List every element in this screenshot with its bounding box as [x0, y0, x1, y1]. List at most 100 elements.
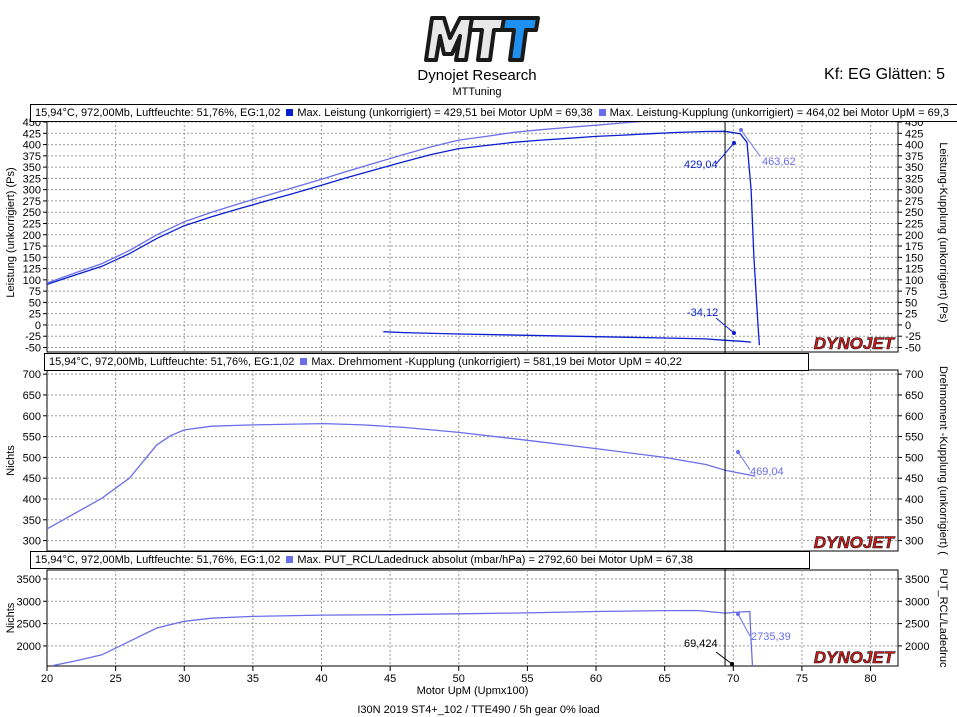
y-tick-label-right: 100: [905, 275, 923, 287]
y-tick-label-right: 200: [905, 230, 923, 242]
y-tick-label: 500: [23, 452, 41, 464]
legend-swatch-torque: [300, 358, 308, 365]
y-tick-label: 300: [23, 536, 41, 548]
y-axis-label-right: Drehmoment -Kupplung (unkorrigiert) (: [937, 366, 949, 555]
dynojet-watermark: DYNOJET: [814, 334, 896, 353]
value-annotation: 2735,39: [751, 631, 791, 643]
annotation-arrow: [737, 451, 751, 471]
y-tick-label-right: 300: [905, 536, 923, 548]
annotation-arrow: [715, 142, 735, 165]
series-line-0-0: [46, 130, 761, 346]
mtt-logo: [424, 16, 540, 62]
y-tick-label: 225: [23, 218, 41, 230]
y-tick-label-right: -50: [905, 342, 921, 354]
y-tick-label-right: 375: [905, 151, 923, 163]
y-axis-label-right: PUT_RCL/Ladedruc: [937, 568, 949, 668]
y-tick-label-right: 2500: [905, 619, 929, 631]
brand-title: Dynojet Research: [417, 67, 537, 84]
y-tick-label: 3000: [17, 596, 41, 608]
y-tick-label-right: 300: [905, 185, 923, 197]
y-tick-label: -50: [25, 342, 41, 354]
legend-boost-entry: Max. PUT_RCL/Ladedruck absolut (mbar/hPa…: [297, 554, 693, 566]
y-tick-label-right: 2000: [905, 641, 929, 653]
legend-swatch-boost: [286, 556, 294, 563]
plot-frame-1: [46, 369, 899, 552]
y-tick-label-right: 50: [905, 297, 917, 309]
y-tick-label: 200: [23, 230, 41, 242]
y-tick-label: 550: [23, 432, 41, 444]
annotation-arrow-head: [730, 662, 734, 666]
y-axis-label: Nichts: [5, 445, 17, 476]
value-annotation: 463,62: [762, 156, 796, 168]
brand-subtitle: MTTuning: [452, 86, 502, 98]
x-tick-label: 70: [727, 673, 739, 685]
annotation-arrow: [715, 651, 733, 665]
run-description: I30N 2019 ST4+_102 / TTE490 / 5h gear 0%…: [357, 704, 600, 716]
y-tick-label: 100: [23, 275, 41, 287]
y-tick-label: 400: [23, 140, 41, 152]
y-tick-label: 425: [23, 128, 41, 140]
annotation-arrow: [737, 613, 751, 637]
annotation-arrow: [740, 129, 761, 157]
y-tick-label-right: 400: [905, 494, 923, 506]
y-tick-label-right: 0: [905, 320, 911, 332]
x-tick-label: 55: [521, 673, 533, 685]
y-tick-label: 0: [35, 320, 41, 332]
plot-frame-2: [46, 569, 899, 667]
value-annotation: -34,12: [687, 307, 718, 319]
legend-power-clutch-entry: Max. Leistung-Kupplung (unkorrigiert) = …: [609, 107, 950, 119]
legend-power: 15,94°C, 972,00Mb, Luftfeuchte: 51,76%, …: [30, 104, 957, 122]
annotation-arrow-head: [736, 450, 740, 454]
legend-torque-conditions: 15,94°C, 972,00Mb, Luftfeuchte: 51,76%, …: [49, 356, 295, 368]
y-tick-label: 250: [23, 207, 41, 219]
annotation-arrow: [715, 317, 735, 334]
dynojet-watermark: DYNOJET: [814, 648, 896, 667]
legend-boost-conditions: 15,94°C, 972,00Mb, Luftfeuchte: 51,76%, …: [35, 554, 281, 566]
y-tick-label-right: 350: [905, 515, 923, 527]
x-tick-label: 20: [41, 673, 53, 685]
annotation-arrow-head: [732, 141, 736, 145]
legend-swatch-power: [286, 109, 294, 116]
y-tick-label: 125: [23, 264, 41, 276]
dynojet-watermark: DYNOJET: [814, 533, 896, 552]
annotation-arrow-head: [739, 128, 743, 132]
y-tick-label-right: 125: [905, 264, 923, 276]
legend-power-entry: Max. Leistung (unkorrigiert) = 429,51 be…: [297, 107, 593, 119]
y-axis-label: Nichts: [5, 602, 17, 633]
y-tick-label-right: 500: [905, 452, 923, 464]
y-tick-label: 700: [23, 369, 41, 381]
y-tick-label: 450: [23, 117, 41, 129]
y-tick-label: 375: [23, 151, 41, 163]
y-tick-label: 650: [23, 390, 41, 402]
x-tick-label: 30: [178, 673, 190, 685]
y-tick-label-right: 225: [905, 218, 923, 230]
y-tick-label: 350: [23, 162, 41, 174]
mtt-logo-mark: [424, 16, 540, 62]
y-tick-label-right: 550: [905, 432, 923, 444]
y-tick-label-right: 450: [905, 473, 923, 485]
value-annotation: 469,04: [750, 466, 784, 478]
plot-frame-0: [46, 112, 899, 353]
y-tick-label: 350: [23, 515, 41, 527]
x-tick-label: 45: [384, 673, 396, 685]
y-tick-label-right: 3500: [905, 574, 929, 586]
x-axis-label: Motor UpM (Upmx100): [417, 685, 529, 697]
y-tick-label-right: 175: [905, 241, 923, 253]
y-tick-label: 2500: [17, 619, 41, 631]
y-tick-label-right: 250: [905, 207, 923, 219]
y-tick-label-right: 275: [905, 196, 923, 208]
x-tick-label: 75: [796, 673, 808, 685]
y-tick-label: 175: [23, 241, 41, 253]
legend-swatch-power-clutch: [598, 109, 606, 116]
annotation-arrow-head: [736, 612, 740, 616]
x-tick-label: 40: [315, 673, 327, 685]
y-tick-label: 50: [29, 297, 41, 309]
x-tick-label: 65: [659, 673, 671, 685]
x-tick-label: 25: [110, 673, 122, 685]
x-tick-label: 35: [247, 673, 259, 685]
y-tick-label-right: 600: [905, 411, 923, 423]
y-tick-label: 450: [23, 473, 41, 485]
y-tick-label: 150: [23, 252, 41, 264]
legend-torque: 15,94°C, 972,00Mb, Luftfeuchte: 51,76%, …: [44, 353, 809, 371]
y-tick-label: 3500: [17, 574, 41, 586]
